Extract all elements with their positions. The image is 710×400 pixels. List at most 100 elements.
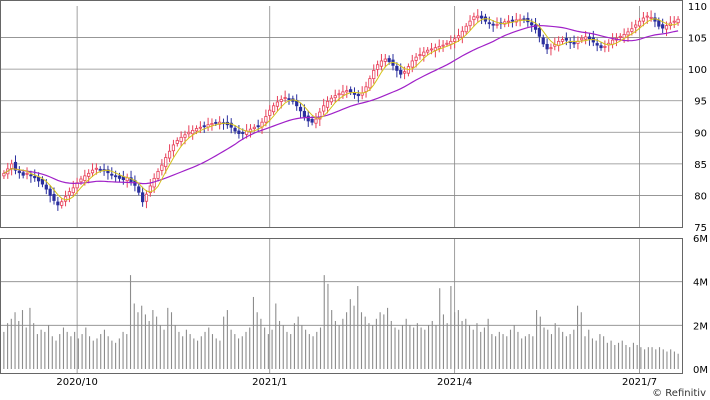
candle [179, 131, 183, 147]
candle [364, 81, 368, 98]
candle [13, 155, 18, 175]
price-tick-label: 75 [694, 223, 707, 234]
candle [164, 153, 168, 174]
price-tick-label: 80 [694, 191, 707, 202]
candle [395, 62, 399, 78]
candle [175, 137, 179, 147]
candle [460, 26, 464, 44]
price-panel-frame [0, 0, 683, 228]
candle [672, 16, 676, 29]
candle [271, 102, 276, 115]
candle [264, 109, 268, 127]
candle [480, 11, 484, 24]
candle [17, 166, 21, 179]
candle [56, 196, 60, 211]
candle [626, 27, 630, 42]
date-tick-label: 2021/7 [622, 377, 657, 388]
candle [36, 172, 41, 187]
candle [426, 47, 430, 56]
candle [603, 40, 607, 53]
credit-text: © Refinitiv [652, 388, 706, 399]
candle [60, 198, 64, 209]
candle [283, 90, 287, 103]
candle [333, 89, 337, 103]
candle [580, 35, 584, 44]
volume-axis-ticks: 0M 2M 4M 6M [693, 234, 708, 376]
date-tick-label: 2020/10 [56, 377, 98, 388]
volume-tick-label: 4M [693, 278, 708, 289]
candle [229, 118, 233, 134]
candle [468, 15, 472, 31]
candle [202, 121, 206, 133]
candle [233, 125, 237, 135]
candle [445, 40, 449, 47]
candle [375, 60, 380, 77]
candle [156, 168, 160, 182]
candle [268, 105, 272, 122]
candle [210, 118, 214, 131]
candle [141, 186, 145, 207]
candle [352, 87, 357, 99]
candle [541, 34, 545, 48]
date-tick-label: 2021/4 [437, 377, 472, 388]
candle [506, 15, 511, 27]
candle [491, 20, 495, 32]
candle [453, 34, 457, 49]
price-tick-label: 95 [694, 97, 707, 108]
candle [25, 167, 29, 180]
price-tick-label: 105 [688, 34, 707, 45]
price-candles [2, 9, 680, 211]
candle [237, 125, 241, 139]
price-axis-ticks: 75 80 85 90 95 100 105 110 [688, 2, 707, 234]
candle [110, 167, 114, 180]
candle [306, 110, 310, 127]
candle [676, 16, 680, 26]
candle [87, 169, 91, 184]
volume-tick-label: 2M [693, 321, 708, 332]
candle [661, 18, 665, 34]
candle [171, 139, 176, 157]
price-tick-label: 100 [688, 65, 707, 76]
candle [298, 103, 303, 118]
candle [33, 169, 37, 182]
price-tick-label: 110 [688, 2, 707, 13]
candle [618, 33, 622, 41]
candle [560, 36, 565, 45]
candle [191, 125, 195, 140]
moving-average-long-line [3, 24, 679, 185]
candle [322, 98, 326, 116]
moving-average-short-line [3, 18, 679, 201]
candle [144, 190, 149, 209]
candle [437, 39, 441, 53]
candle [329, 95, 333, 106]
candle [345, 85, 349, 98]
candle [148, 179, 152, 197]
candle [641, 11, 646, 27]
candle [476, 9, 480, 22]
candle [379, 53, 384, 71]
date-axis-ticks: 2020/10 2021/1 2021/4 2021/7 [56, 377, 657, 388]
price-tick-label: 85 [694, 160, 707, 171]
candle [349, 86, 353, 96]
volume-bars [3, 275, 679, 369]
volume-tick-label: 0M [693, 365, 708, 376]
candle [137, 183, 141, 196]
candle [422, 47, 426, 62]
candle [325, 96, 330, 114]
candle [495, 17, 499, 29]
candle [48, 185, 52, 203]
candle [464, 23, 468, 35]
candle [372, 64, 376, 84]
candle [356, 90, 360, 103]
volume-panel-frame [0, 238, 683, 374]
candle [441, 40, 445, 52]
candle [630, 21, 634, 36]
candle [383, 53, 387, 68]
candle [368, 75, 372, 91]
date-tick-label: 2021/1 [252, 377, 287, 388]
candle [275, 95, 280, 112]
candle [314, 113, 318, 129]
candle [549, 43, 553, 56]
